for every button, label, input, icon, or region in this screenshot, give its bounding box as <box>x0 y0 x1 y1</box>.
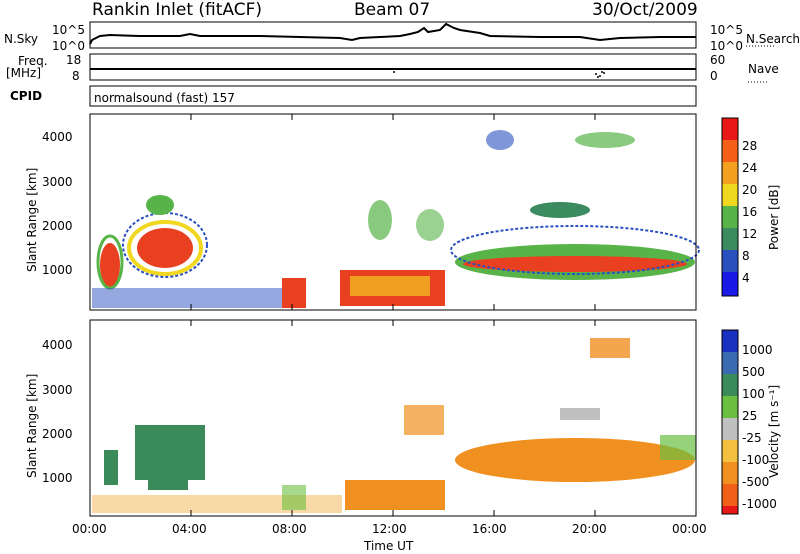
velocity-ytick-1000: 1000 <box>42 471 73 485</box>
nsearch-label: N.Search <box>746 32 800 46</box>
nsky-tick-high: 10^5 <box>52 23 85 37</box>
xtick-6: 00:00 <box>672 522 707 536</box>
power-cbar-tick-4: 4 <box>742 271 750 285</box>
freq-panel <box>89 53 697 81</box>
power-ytick-4000: 4000 <box>42 130 73 144</box>
freq-tick-low: 8 <box>72 69 80 83</box>
x-tick-marks <box>89 114 697 516</box>
freq-unit-label: [MHz] <box>6 66 42 80</box>
nave-points <box>393 71 605 78</box>
velocity-cbar-tick-500: 500 <box>742 365 765 379</box>
power-cbar-tick-28: 28 <box>742 139 758 153</box>
nsky-tick-high-right: 10^5 <box>710 23 743 37</box>
power-cbar-tick-20: 20 <box>742 183 758 197</box>
velocity-ytick-4000: 4000 <box>42 338 73 352</box>
power-cbar-tick-12: 12 <box>742 227 758 241</box>
power-colorbar <box>721 117 739 297</box>
velocity-cbar-tick-m25: -25 <box>742 431 762 445</box>
power-scatter <box>92 130 700 308</box>
power-cbar-tick-8: 8 <box>742 249 750 263</box>
xtick-1: 04:00 <box>172 522 207 536</box>
xtick-2: 08:00 <box>272 522 307 536</box>
velocity-cbar-tick-1000: 1000 <box>742 343 773 357</box>
power-cbar-tick-16: 16 <box>742 205 758 219</box>
date-title: 30/Oct/2009 <box>592 0 698 20</box>
freq-label: Freq. <box>18 54 48 68</box>
nave-label: Nave <box>748 62 779 76</box>
velocity-cbar-tick-m500: -500 <box>742 475 770 489</box>
power-ytick-3000: 3000 <box>42 175 73 189</box>
velocity-ytick-2000: 2000 <box>42 427 73 441</box>
cpid-panel <box>89 85 697 107</box>
velocity-cbar-tick-100: 100 <box>742 387 765 401</box>
velocity-cbar-tick-25: 25 <box>742 409 758 423</box>
nave-tick-low: 0 <box>710 69 718 83</box>
xaxis-label: Time UT <box>364 539 414 553</box>
cpid-label: CPID <box>10 89 43 103</box>
velocity-ytick-3000: 3000 <box>42 383 73 397</box>
freq-tick-high: 18 <box>66 53 82 67</box>
nsky-tick-low: 10^0 <box>52 39 85 53</box>
velocity-scatter <box>92 338 696 513</box>
nsky-panel <box>89 21 697 49</box>
cpid-text: normalsound (fast) 157 <box>94 91 235 105</box>
xtick-4: 16:00 <box>472 522 507 536</box>
power-cbar-tick-24: 24 <box>742 161 758 175</box>
power-ytick-1000: 1000 <box>42 263 73 277</box>
velocity-colorbar <box>721 329 739 515</box>
xtick-5: 20:00 <box>572 522 607 536</box>
nsky-label: N.Sky <box>4 32 39 46</box>
nsky-tick-low-right: 10^0 <box>710 39 743 53</box>
velocity-cbar-tick-m1000: -1000 <box>742 497 777 511</box>
nave-tick-high: 60 <box>710 53 726 67</box>
beam-title: Beam 07 <box>354 0 431 20</box>
station-title: Rankin Inlet (fitACF) <box>92 0 263 20</box>
nsky-line <box>89 22 696 45</box>
xtick-0: 00:00 <box>72 522 107 536</box>
xtick-3: 12:00 <box>372 522 407 536</box>
power-ytick-2000: 2000 <box>42 219 73 233</box>
velocity-cbar-tick-m100: -100 <box>742 453 770 467</box>
